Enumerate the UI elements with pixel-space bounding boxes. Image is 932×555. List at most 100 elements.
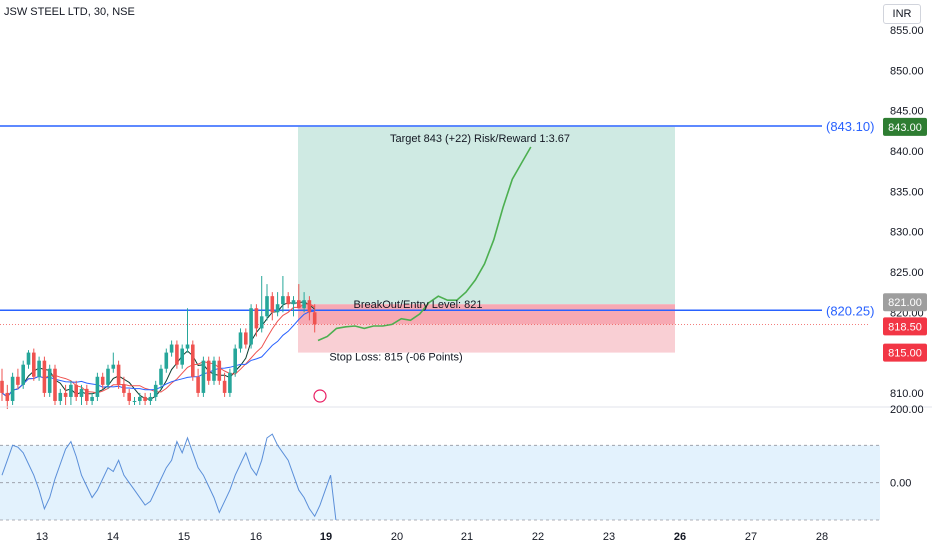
candle-body (111, 364, 116, 369)
candle-body (116, 364, 121, 385)
x-tick-label: 27 (745, 531, 757, 543)
symbol-title: JSW STEEL LTD, 30, NSE (4, 6, 135, 18)
price-tag-label: 818.50 (888, 321, 922, 333)
candle-body (185, 344, 190, 349)
price-tag (883, 343, 927, 362)
x-tick-label: 28 (816, 531, 828, 543)
x-tick-label: 20 (391, 531, 403, 543)
candle-body (238, 332, 243, 349)
candle-body (169, 344, 174, 353)
candle-body (10, 376, 15, 401)
candle-body (222, 380, 227, 393)
candle-body (5, 392, 10, 401)
candle-body (217, 360, 222, 381)
candle-body (127, 392, 131, 401)
stop-zone (298, 324, 675, 353)
candle-body (191, 344, 195, 377)
candle-body (180, 348, 184, 365)
candle-body (90, 396, 94, 401)
projection-path (317, 146, 532, 342)
y-tick-label: 845.00 (890, 106, 924, 118)
candle-body (196, 376, 200, 393)
candle-body (286, 296, 290, 305)
candle-body (233, 348, 237, 373)
currency-button[interactable]: INR (883, 4, 921, 24)
candle-body (312, 312, 317, 325)
candle-body (21, 364, 25, 385)
candle-body (153, 384, 158, 397)
candle-body (275, 304, 280, 313)
candle-body (132, 400, 137, 402)
candle-body (281, 296, 285, 305)
candle-body (270, 296, 275, 313)
y-tick-label: 825.00 (890, 267, 924, 279)
x-tick-label: 21 (461, 531, 473, 543)
candle-body (297, 300, 301, 309)
candle-body (249, 308, 253, 345)
candle-body (74, 384, 78, 397)
candle-body (206, 360, 211, 381)
x-tick-label: 26 (674, 531, 686, 543)
y-tick-label: 835.00 (890, 186, 924, 198)
x-tick-label: 22 (532, 531, 544, 543)
candle-body (302, 300, 306, 309)
event-icon[interactable] (313, 389, 327, 403)
candle-body (148, 396, 153, 401)
y-tick-label: 830.00 (890, 227, 924, 239)
x-tick-label: 19 (320, 531, 332, 543)
price-tag-label: 815.00 (888, 348, 922, 360)
price-tag-label: 821.00 (888, 297, 922, 309)
candle-body (47, 368, 52, 393)
price-tag (883, 317, 927, 336)
candle-body (53, 368, 57, 401)
candle-body (259, 316, 264, 329)
x-tick-label: 23 (603, 531, 615, 543)
candle-body (201, 360, 206, 393)
candle-body (16, 376, 20, 385)
annotation-label: BreakOut/Entry Level: 821 (353, 299, 482, 311)
candle-body (228, 372, 232, 393)
candle-body (175, 344, 179, 365)
entry-zone (298, 304, 675, 325)
candle-body (63, 392, 68, 397)
candle-body (100, 376, 105, 385)
price-tag-label: 843.00 (888, 122, 922, 134)
price-tag (883, 293, 927, 312)
candle-body (95, 376, 100, 397)
candle-body (0, 380, 4, 393)
candle-body (37, 360, 41, 377)
candle-body (164, 352, 169, 369)
candle-body (85, 388, 89, 401)
oscillator-line (1, 433, 337, 521)
candle-body (42, 360, 47, 393)
candle-body (26, 352, 31, 365)
candle-body (122, 384, 126, 393)
y-tick-label: 855.00 (890, 25, 924, 37)
level-label: (843.10) (826, 119, 874, 134)
x-tick-label: 13 (36, 531, 48, 543)
annotation-label: Stop Loss: 815 (-06 Points) (329, 352, 462, 364)
y-tick-label: 850.00 (890, 65, 924, 77)
price-tag (883, 117, 927, 136)
candle-body (143, 396, 147, 401)
y-tick-label: 810.00 (890, 388, 924, 400)
osc-y-tick-label: 0.00 (890, 478, 911, 490)
candle-body (244, 332, 248, 345)
candle-body (32, 352, 36, 377)
candle-body (79, 388, 84, 397)
target-zone (298, 126, 675, 305)
candle-body (307, 300, 312, 313)
x-tick-label: 16 (250, 531, 262, 543)
level-label: (820.25) (826, 303, 874, 318)
osc-y-tick-label: 200.00 (890, 404, 924, 416)
candle-body (58, 392, 63, 401)
y-tick-label: 840.00 (890, 146, 924, 158)
candle-body (106, 368, 110, 385)
candle-body (212, 360, 216, 381)
candle-body (291, 300, 296, 305)
candle-body (265, 296, 269, 317)
candle-body (159, 368, 163, 385)
candle-body (69, 384, 73, 397)
